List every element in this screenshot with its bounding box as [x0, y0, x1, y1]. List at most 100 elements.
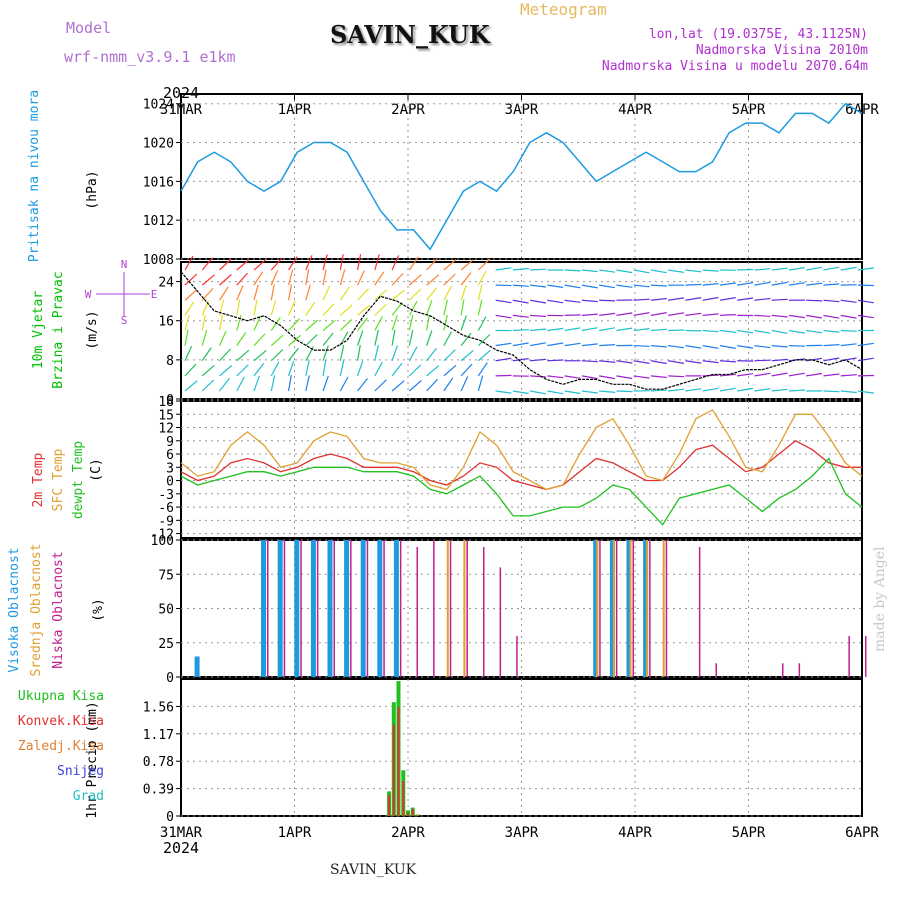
wind-barb — [270, 316, 281, 331]
y-tick-label: 0.78 — [143, 755, 174, 770]
wind-barb — [823, 314, 840, 319]
wind-barb — [685, 345, 702, 349]
wind-barb — [270, 299, 277, 316]
wind-barb — [460, 349, 474, 362]
wind-barb — [530, 268, 547, 271]
x-tick-label-top: 3APR — [505, 102, 539, 118]
wind-barb — [201, 347, 212, 362]
wind-barb — [339, 304, 353, 316]
y-tick-label: 100 — [151, 534, 174, 549]
wind-barb — [391, 272, 404, 286]
meteogram-label: Meteogram — [520, 0, 607, 19]
wind-barb — [253, 271, 264, 286]
cloud-bar-0 — [294, 540, 300, 677]
wind-barb — [530, 358, 547, 362]
wind-barb — [391, 380, 405, 392]
wind-barb — [322, 319, 336, 331]
wind-barb — [857, 299, 874, 304]
cloud-bar-2 — [267, 540, 269, 677]
lonlat-label: lon,lat (19.0375E, 43.1125N) — [648, 27, 868, 42]
y-tick-label: 15 — [158, 408, 174, 423]
wind-barb — [581, 390, 598, 394]
wind-barb — [754, 345, 771, 349]
wind-barb — [719, 297, 736, 301]
wind-barb — [426, 274, 440, 286]
wind-barb — [840, 314, 857, 319]
wind-barb — [201, 379, 215, 392]
x-year-bottom: 2024 — [163, 839, 199, 857]
y-tick-label: 0 — [166, 475, 174, 490]
y-tick-label: 3 — [166, 461, 174, 476]
wind-barb — [564, 284, 581, 289]
wind-barb — [339, 269, 346, 286]
y-tick-label: 1.56 — [143, 700, 174, 715]
precip-unit: 1hr Precip (mm) — [85, 701, 100, 818]
wind-barb — [754, 297, 771, 301]
wind-barb — [184, 273, 198, 286]
wind-barb — [236, 314, 242, 331]
wind-barb — [443, 314, 448, 331]
wind-barb — [702, 387, 719, 392]
y-tick-label: -12 — [151, 528, 174, 543]
cloud-bar-2 — [316, 540, 319, 677]
wind-barb — [443, 299, 448, 316]
cloud-low-label: Niska Oblacnost — [51, 551, 66, 668]
wind-barb — [322, 375, 329, 392]
wind-barb — [754, 268, 771, 271]
wind-barb — [512, 267, 529, 271]
precip-bar-1 — [416, 815, 419, 816]
wind-barb — [219, 348, 231, 362]
cloud-bar-2 — [466, 540, 468, 677]
wind-barb — [737, 373, 754, 377]
wind-barb — [408, 329, 414, 346]
wind-barb — [357, 378, 368, 392]
wind-barb — [322, 254, 328, 271]
cloud-bar-0 — [609, 540, 615, 677]
wind-barb — [184, 380, 198, 392]
wind-barb — [236, 376, 245, 392]
cloud-bar-0 — [626, 540, 632, 677]
wind-barb — [668, 297, 685, 301]
cloud-bar-1 — [662, 540, 665, 677]
wind-barb — [806, 266, 823, 271]
precip-bar-1 — [397, 707, 400, 816]
wind-barb — [477, 362, 488, 377]
wind-barb — [702, 360, 719, 364]
wind-barb — [857, 357, 874, 362]
wind-barb — [305, 319, 319, 331]
wind-barb — [702, 329, 719, 333]
cloud-bar-2 — [300, 540, 302, 677]
wind-barb — [599, 375, 616, 380]
wind-barb — [719, 345, 736, 349]
wind-barb — [305, 301, 316, 316]
wind-barb — [771, 388, 788, 392]
wind-barb — [339, 318, 353, 331]
wind-barb — [339, 286, 350, 301]
wind-barb — [581, 375, 598, 380]
wind-barb — [270, 334, 284, 347]
wind-barb — [391, 315, 398, 331]
wind-barb — [633, 328, 650, 332]
wind-barb — [356, 360, 364, 377]
wind-barb — [236, 272, 248, 286]
cloud-bar-2 — [782, 663, 784, 677]
wind-barb — [374, 379, 387, 392]
precip-legend-1: Konvek.Kisa — [18, 714, 104, 729]
wind-barb — [391, 289, 405, 301]
wind-barb — [477, 270, 487, 286]
wind-barb — [685, 360, 702, 364]
y-tick-label: 25 — [158, 637, 174, 652]
wind-barb — [408, 301, 418, 316]
wind-barb — [287, 375, 292, 392]
wind-barb — [426, 330, 433, 346]
wind-barb — [702, 296, 719, 301]
x-tick-label-bottom: 6APR — [845, 825, 879, 841]
y-tick-label: 75 — [158, 568, 174, 583]
wind-barb — [374, 361, 384, 377]
wind-barb — [581, 360, 598, 363]
cloud-bar-0 — [310, 540, 316, 677]
wind-barb — [581, 313, 598, 316]
wind-barb — [530, 342, 547, 347]
model-label: Model — [66, 19, 112, 37]
